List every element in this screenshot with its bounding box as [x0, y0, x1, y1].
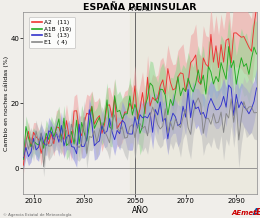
Title: ESPAÑA PENINSULAR: ESPAÑA PENINSULAR [83, 3, 197, 12]
Text: AEmet: AEmet [232, 210, 257, 216]
X-axis label: AÑO: AÑO [132, 206, 148, 215]
Legend: A2   (11), A1B  (19), B1   (13), E1   ( 4): A2 (11), A1B (19), B1 (13), E1 ( 4) [29, 17, 75, 48]
Bar [130, 12, 257, 194]
Text: A: A [252, 208, 259, 217]
Text: ANUAL: ANUAL [128, 6, 152, 12]
Text: © Agencia Estatal de Meteorología: © Agencia Estatal de Meteorología [3, 213, 71, 217]
Text: E: E [256, 208, 260, 217]
Y-axis label: Cambio en noches cálidas (%): Cambio en noches cálidas (%) [3, 56, 9, 151]
